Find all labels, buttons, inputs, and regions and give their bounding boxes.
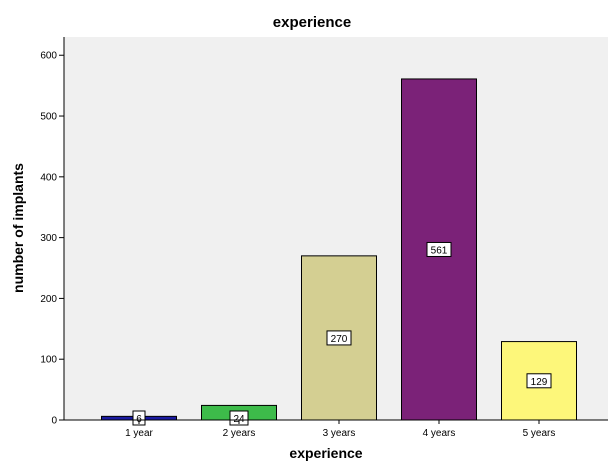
y-tick-label: 200 — [40, 294, 57, 305]
data-label-box — [132, 410, 146, 426]
x-tick-label: 1 year — [125, 428, 153, 439]
y-tick-label: 300 — [40, 233, 57, 244]
data-label-4-years: 561 — [426, 241, 452, 257]
x-axis-title: experience — [289, 445, 362, 461]
y-tick-label: 400 — [40, 172, 57, 183]
y-tick-label: 100 — [40, 355, 57, 366]
data-label-box — [229, 410, 249, 426]
data-label-box — [526, 373, 552, 389]
data-label-text: 561 — [431, 245, 448, 256]
y-tick-label: 600 — [40, 51, 57, 62]
y-tick-label: 500 — [40, 112, 57, 123]
x-tick-label: 4 years — [423, 428, 456, 439]
y-ticks-group: 0 100 200 300 400 500 600 — [40, 51, 64, 427]
x-ticks-group: 1 year 2 years 3 years 4 years 5 years — [125, 420, 555, 439]
data-label-text: 129 — [531, 377, 548, 388]
y-axis-title: number of implants — [10, 163, 26, 293]
data-label-box — [426, 241, 452, 257]
x-tick-label: 3 years — [323, 428, 356, 439]
data-label-text: 270 — [331, 334, 348, 345]
data-label-5-years: 129 — [526, 373, 552, 389]
chart-title: experience — [273, 14, 351, 31]
x-tick-label: 5 years — [523, 428, 556, 439]
data-label-box — [326, 330, 352, 346]
data-label-3-years: 270 — [326, 330, 352, 346]
y-tick-label: 0 — [51, 416, 57, 427]
x-tick-label: 2 years — [223, 428, 256, 439]
